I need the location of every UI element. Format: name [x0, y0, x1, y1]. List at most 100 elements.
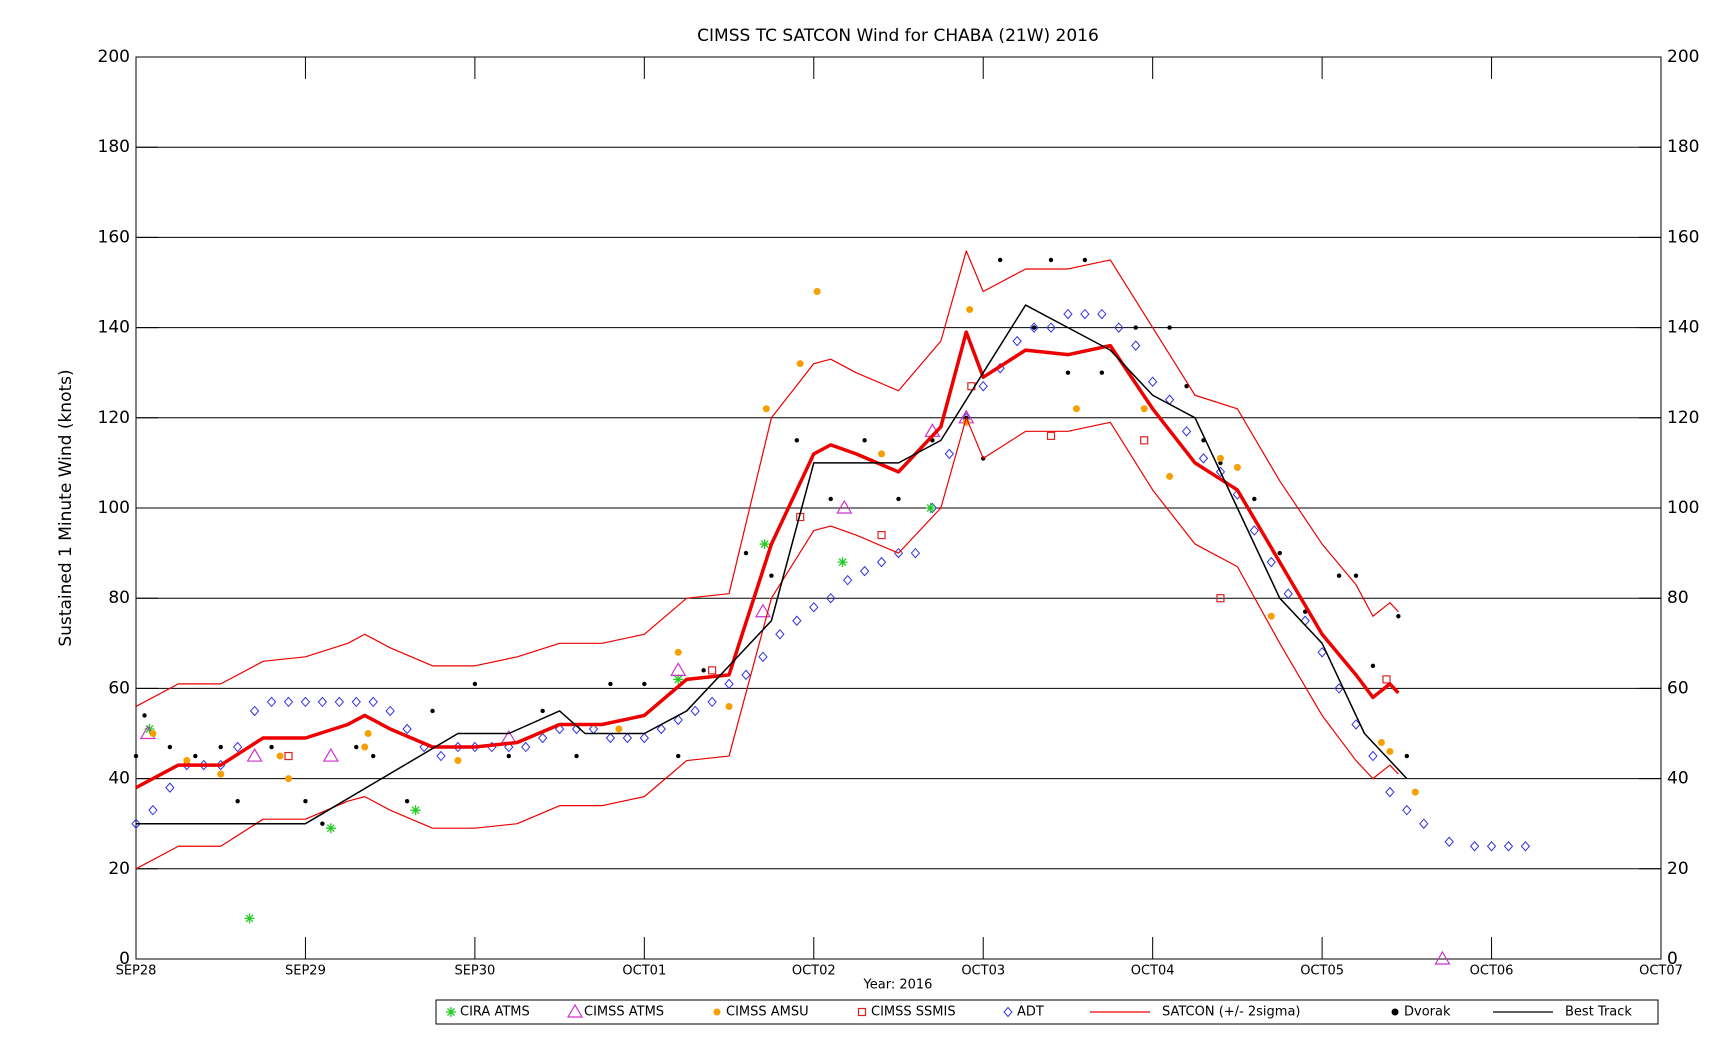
point: [1082, 257, 1088, 263]
point: [283, 696, 294, 708]
series-points: [133, 257, 1410, 826]
point: [701, 668, 706, 673]
point: [368, 696, 378, 708]
point: [1216, 594, 1225, 603]
point: [1046, 322, 1056, 333]
point: [1266, 556, 1276, 568]
point: [769, 573, 774, 578]
legend-label: SATCON (+/- 2sigma): [1162, 1005, 1301, 1020]
point: [1386, 748, 1394, 756]
point: [1283, 588, 1293, 599]
y2-tick-label: 160: [1667, 227, 1699, 247]
legend-label: CIMSS SSMIS: [871, 1005, 956, 1020]
point: [148, 804, 158, 816]
point: [183, 757, 191, 765]
point: [1114, 322, 1124, 333]
point: [537, 732, 548, 744]
point: [504, 741, 514, 753]
point: [300, 696, 311, 708]
point: [842, 574, 853, 586]
point: [762, 405, 770, 413]
point: [809, 601, 819, 613]
point: [608, 681, 613, 687]
legend-label: Dvorak: [1404, 1005, 1451, 1020]
point: [334, 696, 345, 708]
point: [1233, 463, 1241, 471]
x-tick-label: OCT04: [1131, 964, 1175, 979]
point: [1184, 384, 1189, 389]
x-tick-label: OCT05: [1300, 964, 1344, 979]
point: [1503, 840, 1514, 852]
y2-tick-label: 140: [1667, 318, 1699, 338]
point: [1396, 614, 1401, 619]
y-tick-label: 0: [119, 949, 130, 969]
point: [836, 499, 853, 514]
point: [1218, 460, 1223, 466]
point: [249, 705, 260, 717]
legend-swatch: [857, 1007, 867, 1017]
point: [1167, 325, 1172, 330]
y2-tick-label: 180: [1667, 137, 1699, 157]
legend-swatch: [713, 1008, 721, 1016]
point: [1029, 322, 1039, 333]
point: [131, 818, 141, 829]
y2-tick-label: 0: [1667, 949, 1678, 969]
point: [670, 662, 687, 676]
point: [320, 821, 325, 826]
point: [837, 557, 848, 568]
point: [1140, 405, 1148, 413]
x-tick-label: SEP29: [285, 964, 326, 979]
point: [708, 666, 717, 675]
point: [1166, 472, 1174, 480]
y2-tick-label: 100: [1667, 498, 1699, 518]
point: [862, 438, 867, 443]
point: [639, 732, 650, 744]
point: [642, 681, 647, 687]
x-tick-label: OCT01: [622, 964, 666, 979]
point: [1252, 496, 1257, 502]
point: [385, 705, 395, 717]
point: [966, 306, 974, 314]
point: [1277, 550, 1282, 556]
y-tick-label: 160: [98, 227, 130, 247]
point: [142, 713, 147, 718]
point: [167, 744, 173, 750]
point: [878, 450, 886, 458]
point: [1133, 325, 1138, 330]
point: [1370, 663, 1376, 669]
point: [317, 696, 328, 708]
point: [656, 723, 666, 735]
point: [1140, 436, 1149, 445]
point: [574, 753, 579, 759]
chart-title: CIMSS TC SATCON Wind for CHABA (21W) 201…: [697, 26, 1099, 46]
point: [1419, 818, 1429, 829]
point: [133, 753, 139, 759]
point: [673, 674, 684, 685]
point: [404, 798, 410, 804]
point: [1444, 836, 1454, 847]
legend-label: CIRA ATMS: [460, 1005, 530, 1020]
point: [1404, 753, 1410, 759]
x-tick-label: SEP28: [116, 964, 157, 979]
point: [1434, 950, 1451, 965]
y-tick-label: 120: [98, 408, 130, 428]
legend-label: CIMSS ATMS: [584, 1005, 664, 1020]
point: [794, 438, 800, 443]
point: [910, 547, 921, 559]
point: [244, 913, 255, 924]
point: [1351, 719, 1361, 730]
y-tick-label: 80: [108, 588, 130, 608]
point: [792, 615, 802, 627]
point: [605, 732, 616, 744]
point: [896, 496, 901, 502]
point: [472, 681, 478, 687]
point: [676, 753, 681, 759]
point: [724, 678, 734, 690]
point: [506, 753, 511, 759]
legend-label: CIMSS AMSU: [726, 1005, 809, 1020]
series-points: [149, 288, 1419, 796]
point: [430, 708, 435, 714]
point: [1072, 405, 1080, 413]
point: [925, 503, 936, 513]
point: [1411, 788, 1419, 796]
